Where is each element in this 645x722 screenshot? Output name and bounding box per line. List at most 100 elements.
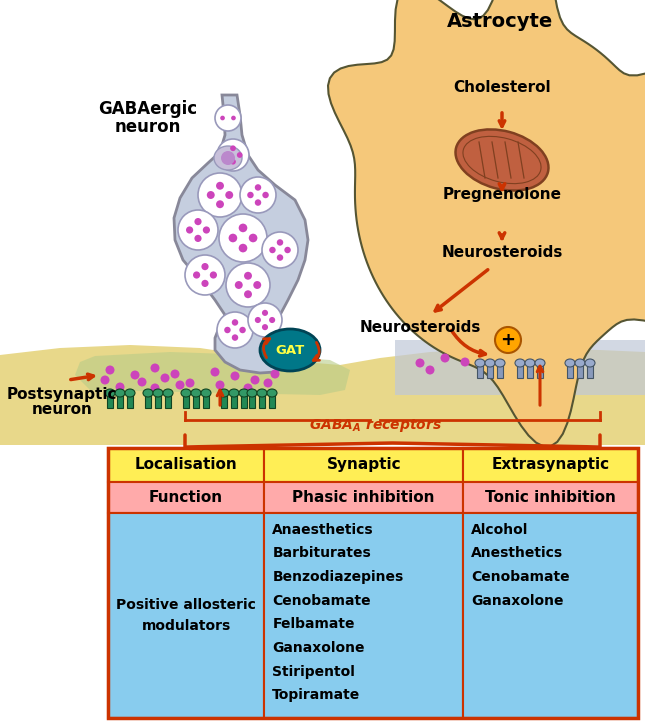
Bar — [249, 393, 255, 408]
Bar — [527, 363, 533, 378]
Circle shape — [224, 327, 231, 334]
Bar — [567, 363, 573, 378]
Circle shape — [230, 159, 236, 165]
Circle shape — [250, 375, 259, 385]
Ellipse shape — [163, 389, 173, 397]
Ellipse shape — [229, 389, 239, 397]
Text: Cenobamate: Cenobamate — [471, 570, 570, 584]
Circle shape — [215, 105, 241, 131]
Text: Alcohol: Alcohol — [471, 523, 528, 536]
Text: GABAergic: GABAergic — [99, 100, 197, 118]
Bar — [108, 513, 264, 718]
Text: +: + — [501, 331, 515, 349]
Circle shape — [441, 354, 450, 362]
Circle shape — [284, 247, 291, 253]
Text: Phasic inhibition: Phasic inhibition — [292, 490, 435, 505]
Circle shape — [178, 210, 218, 250]
Bar — [264, 482, 463, 513]
Bar — [264, 448, 463, 482]
Bar — [108, 448, 638, 718]
Text: Astrocyte: Astrocyte — [447, 12, 553, 31]
Text: GABA$_\mathregular{A}$ receptors: GABA$_\mathregular{A}$ receptors — [308, 417, 441, 434]
Circle shape — [253, 281, 261, 289]
Polygon shape — [0, 345, 645, 445]
Text: Localisation: Localisation — [135, 457, 237, 472]
Circle shape — [210, 271, 217, 279]
Circle shape — [269, 247, 275, 253]
Circle shape — [235, 281, 243, 289]
Circle shape — [115, 383, 124, 391]
Bar — [587, 363, 593, 378]
Circle shape — [249, 234, 257, 243]
Text: neuron: neuron — [115, 118, 181, 136]
Text: GAT: GAT — [275, 344, 304, 357]
Ellipse shape — [257, 389, 267, 397]
Bar — [259, 393, 265, 408]
Ellipse shape — [143, 389, 153, 397]
Circle shape — [239, 244, 247, 253]
Bar — [537, 363, 543, 378]
Bar — [269, 393, 275, 408]
Circle shape — [226, 263, 270, 307]
Ellipse shape — [585, 359, 595, 367]
Circle shape — [150, 383, 159, 393]
Bar — [264, 513, 463, 718]
Circle shape — [185, 255, 225, 295]
Circle shape — [232, 334, 238, 341]
Circle shape — [225, 191, 233, 199]
Circle shape — [230, 372, 239, 380]
Bar — [463, 448, 638, 482]
Bar — [577, 363, 583, 378]
Bar — [221, 393, 227, 408]
Text: Anaesthetics: Anaesthetics — [272, 523, 374, 536]
Circle shape — [244, 383, 252, 393]
Text: Positive allosteric
modulators: Positive allosteric modulators — [116, 598, 256, 632]
Text: Stiripentol: Stiripentol — [272, 665, 355, 679]
Circle shape — [216, 200, 224, 208]
Circle shape — [150, 363, 159, 373]
Ellipse shape — [525, 359, 535, 367]
Circle shape — [461, 357, 470, 367]
Circle shape — [270, 370, 279, 378]
Bar — [117, 393, 123, 408]
Text: Felbamate: Felbamate — [272, 617, 355, 632]
Circle shape — [244, 271, 252, 279]
Circle shape — [255, 317, 261, 323]
Text: Barbiturates: Barbiturates — [272, 547, 371, 560]
Bar — [463, 482, 638, 513]
Ellipse shape — [565, 359, 575, 367]
Ellipse shape — [515, 359, 525, 367]
Bar — [108, 482, 264, 513]
Text: Topiramate: Topiramate — [272, 688, 361, 703]
Ellipse shape — [191, 389, 201, 397]
Circle shape — [175, 380, 184, 389]
Circle shape — [255, 199, 261, 206]
Text: Ganaxolone: Ganaxolone — [272, 641, 365, 655]
Circle shape — [244, 290, 252, 298]
Ellipse shape — [239, 389, 249, 397]
Circle shape — [106, 365, 115, 375]
Circle shape — [217, 139, 249, 171]
Circle shape — [219, 214, 267, 262]
Text: neuron: neuron — [32, 402, 92, 417]
Circle shape — [221, 151, 235, 165]
Text: Anesthetics: Anesthetics — [471, 547, 563, 560]
Ellipse shape — [153, 389, 163, 397]
Circle shape — [194, 235, 202, 242]
Circle shape — [216, 182, 224, 190]
Circle shape — [203, 227, 210, 234]
Circle shape — [426, 365, 435, 375]
Text: Function: Function — [149, 490, 223, 505]
Circle shape — [193, 271, 200, 279]
Bar — [517, 363, 523, 378]
Ellipse shape — [475, 359, 485, 367]
Bar — [203, 393, 209, 408]
Polygon shape — [75, 352, 350, 395]
Ellipse shape — [575, 359, 585, 367]
Polygon shape — [395, 340, 645, 395]
Text: Neurosteroids: Neurosteroids — [441, 245, 562, 260]
Circle shape — [220, 116, 225, 121]
Ellipse shape — [214, 146, 242, 170]
Circle shape — [201, 280, 208, 287]
Circle shape — [194, 218, 202, 225]
